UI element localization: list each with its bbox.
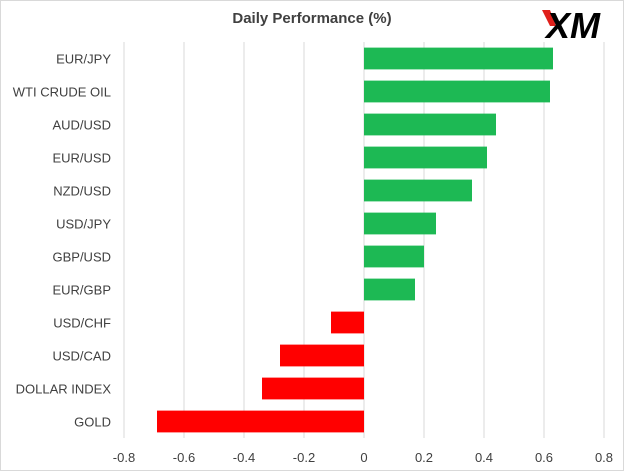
bar-gold	[157, 410, 364, 433]
bar-eur-gbp	[364, 278, 415, 301]
bar-usd-jpy	[364, 212, 436, 235]
bar-dollar-index	[262, 377, 364, 400]
bar-usd-cad	[280, 344, 364, 367]
bar-nzd-usd	[364, 179, 472, 202]
category-label: EUR/JPY	[56, 52, 111, 67]
x-tick-label: -0.8	[113, 450, 135, 465]
category-label: USD/CAD	[52, 349, 111, 364]
x-tick-label: -0.4	[233, 450, 255, 465]
bar-wti-crude-oil	[364, 80, 550, 103]
category-label: EUR/GBP	[52, 283, 111, 298]
chart-title: Daily Performance (%)	[232, 10, 392, 27]
category-label: NZD/USD	[53, 184, 111, 199]
bar-aud-usd	[364, 113, 496, 136]
category-label: GOLD	[74, 415, 111, 430]
logo-text: XM	[544, 5, 601, 44]
x-tick-label: 0.4	[475, 450, 493, 465]
bar-usd-chf	[331, 311, 364, 334]
category-label: AUD/USD	[52, 118, 111, 133]
category-label: USD/JPY	[56, 217, 111, 232]
category-label: WTI CRUDE OIL	[13, 85, 111, 100]
category-label: USD/CHF	[53, 316, 111, 331]
gridlines	[123, 42, 605, 438]
category-label: EUR/USD	[52, 151, 111, 166]
category-labels: EUR/JPY WTI CRUDE OIL AUD/USD EUR/USD NZD/US…	[13, 52, 112, 430]
x-tick-labels: -0.8 -0.6 -0.4 -0.2 0 0.2 0.4 0.6 0.8	[113, 450, 613, 465]
bars	[157, 47, 553, 433]
logo-accent-mark	[542, 10, 556, 26]
x-tick-label: -0.6	[173, 450, 195, 465]
x-tick-label: 0	[360, 450, 367, 465]
x-tick-label: 0.6	[535, 450, 553, 465]
category-label: DOLLAR INDEX	[16, 382, 112, 397]
bar-eur-usd	[364, 146, 487, 169]
bar-eur-jpy	[364, 47, 553, 70]
x-tick-label: 0.8	[595, 450, 613, 465]
bar-gbp-usd	[364, 245, 424, 268]
category-label: GBP/USD	[52, 250, 111, 265]
xm-logo: XM	[542, 5, 601, 44]
x-tick-label: -0.2	[293, 450, 315, 465]
x-tick-label: 0.2	[415, 450, 433, 465]
